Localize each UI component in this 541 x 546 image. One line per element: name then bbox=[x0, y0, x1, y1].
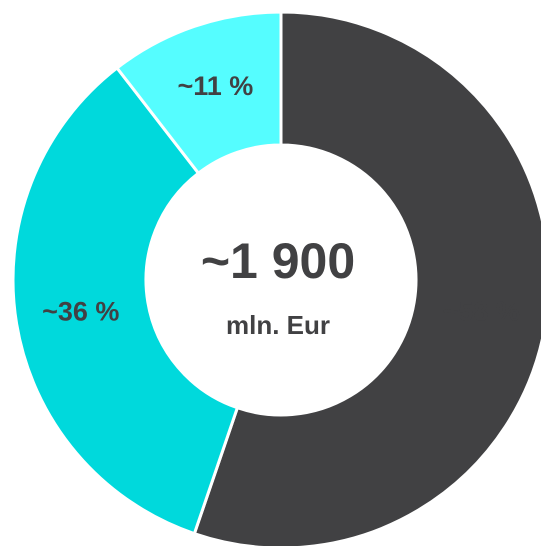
value-label: ~58 % bbox=[443, 296, 520, 326]
slices bbox=[11, 10, 541, 546]
value-label: ~11 % bbox=[177, 71, 253, 101]
value-label: ~36 % bbox=[42, 296, 119, 326]
center-title: ~1 900 bbox=[201, 233, 355, 289]
center-subtitle: mln. Eur bbox=[226, 310, 330, 340]
donut-hole bbox=[146, 145, 416, 415]
